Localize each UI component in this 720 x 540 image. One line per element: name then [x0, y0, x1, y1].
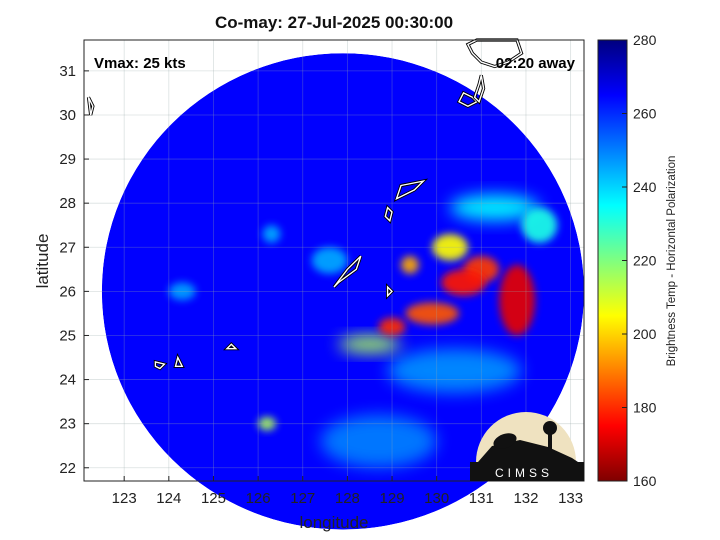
- x-tick-label: 132: [513, 490, 538, 507]
- feature-blob: [432, 234, 468, 261]
- feature-blob: [387, 348, 522, 393]
- y-tick-label: 26: [59, 283, 76, 300]
- y-tick-label: 24: [59, 372, 76, 389]
- time-away-annotation: 02:20 away: [496, 55, 576, 72]
- x-axis-label: longitude: [299, 513, 368, 532]
- x-tick-label: 126: [246, 490, 271, 507]
- coastline: [225, 343, 238, 350]
- swath-background: [101, 53, 584, 530]
- x-tick-label: 133: [558, 490, 583, 507]
- feature-blob: [405, 302, 460, 325]
- colorbar-tick-label: 180: [633, 400, 657, 416]
- coastline: [87, 96, 94, 116]
- coastlines: [86, 38, 524, 371]
- grid-lines: [84, 40, 584, 481]
- logo-banner: [470, 462, 584, 481]
- x-tick-label: 130: [424, 490, 449, 507]
- coastline: [174, 355, 184, 367]
- logo-dish: [493, 433, 517, 449]
- plot-frame: [83, 39, 585, 482]
- feature-blob: [338, 335, 401, 354]
- colorbar-ticks: 160 180 200 220 240 260 280: [622, 32, 657, 489]
- x-tick-label: 124: [156, 490, 181, 507]
- y-tick-label: 27: [59, 239, 76, 256]
- coastline: [154, 361, 166, 370]
- coastline: [395, 179, 426, 201]
- feature-blob: [400, 256, 419, 274]
- x-tick-label: 128: [335, 490, 360, 507]
- y-tick-label: 30: [59, 107, 76, 124]
- feature-blob: [168, 282, 196, 301]
- coastline: [333, 255, 362, 288]
- feature-blob: [521, 207, 558, 243]
- feature-blob: [258, 417, 276, 431]
- logo-tower-tank: [543, 421, 557, 435]
- y-tick-label: 25: [59, 327, 76, 344]
- cimss-logo: CIMSS: [470, 412, 584, 481]
- swath-layer: [101, 53, 584, 530]
- x-tick-label: 123: [112, 490, 137, 507]
- coastline: [466, 39, 523, 68]
- convection-features: [168, 194, 558, 468]
- x-tick-label: 125: [201, 490, 226, 507]
- x-tick-label: 129: [380, 490, 405, 507]
- chart-title: Co-may: 27-Jul-2025 00:30:00: [215, 13, 453, 32]
- feature-blob: [262, 225, 281, 243]
- colorbar-tick-label: 240: [633, 179, 657, 195]
- feature-blob: [320, 414, 437, 468]
- coastline: [458, 91, 479, 107]
- logo-tower-post: [548, 430, 552, 460]
- x-tick-label: 131: [469, 490, 494, 507]
- logo-text: CIMSS: [495, 466, 553, 480]
- feature-blob: [378, 317, 406, 336]
- y-axis-label: latitude: [33, 234, 52, 289]
- coastline: [473, 75, 485, 103]
- y-tick-label: 22: [59, 460, 76, 477]
- feature-blob: [499, 264, 535, 336]
- y-axis-ticks: 22 23 24 25 26 27 28 29 30 31: [59, 63, 89, 477]
- y-tick-label: 29: [59, 151, 76, 168]
- colorbar-label: Brightness Temp - Horizontal Polarizatio…: [666, 156, 678, 367]
- feature-blob: [450, 194, 540, 221]
- colorbar-tick-label: 220: [633, 253, 657, 269]
- x-axis-ticks: 123 124 125 126 127 128 129 130 131 132 133: [112, 476, 583, 507]
- y-tick-label: 28: [59, 195, 76, 212]
- vmax-annotation: Vmax: 25 kts: [94, 55, 186, 72]
- x-tick-label: 127: [290, 490, 315, 507]
- colorbar-tick-label: 160: [633, 473, 657, 489]
- colorbar-tick-label: 260: [633, 106, 657, 122]
- y-tick-label: 23: [59, 416, 76, 433]
- coastline: [384, 206, 393, 223]
- feature-blob: [311, 247, 348, 274]
- colorbar-tick-label: 200: [633, 326, 657, 342]
- coastline: [386, 285, 393, 298]
- colorbar-tick-label: 280: [633, 32, 657, 48]
- y-tick-label: 31: [59, 63, 76, 80]
- feature-blob: [441, 269, 486, 296]
